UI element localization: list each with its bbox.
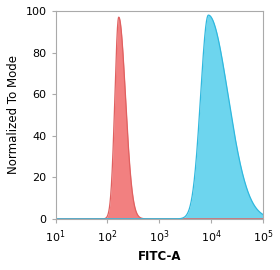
X-axis label: FITC-A: FITC-A <box>137 250 181 263</box>
Y-axis label: Normalized To Mode: Normalized To Mode <box>7 55 20 174</box>
